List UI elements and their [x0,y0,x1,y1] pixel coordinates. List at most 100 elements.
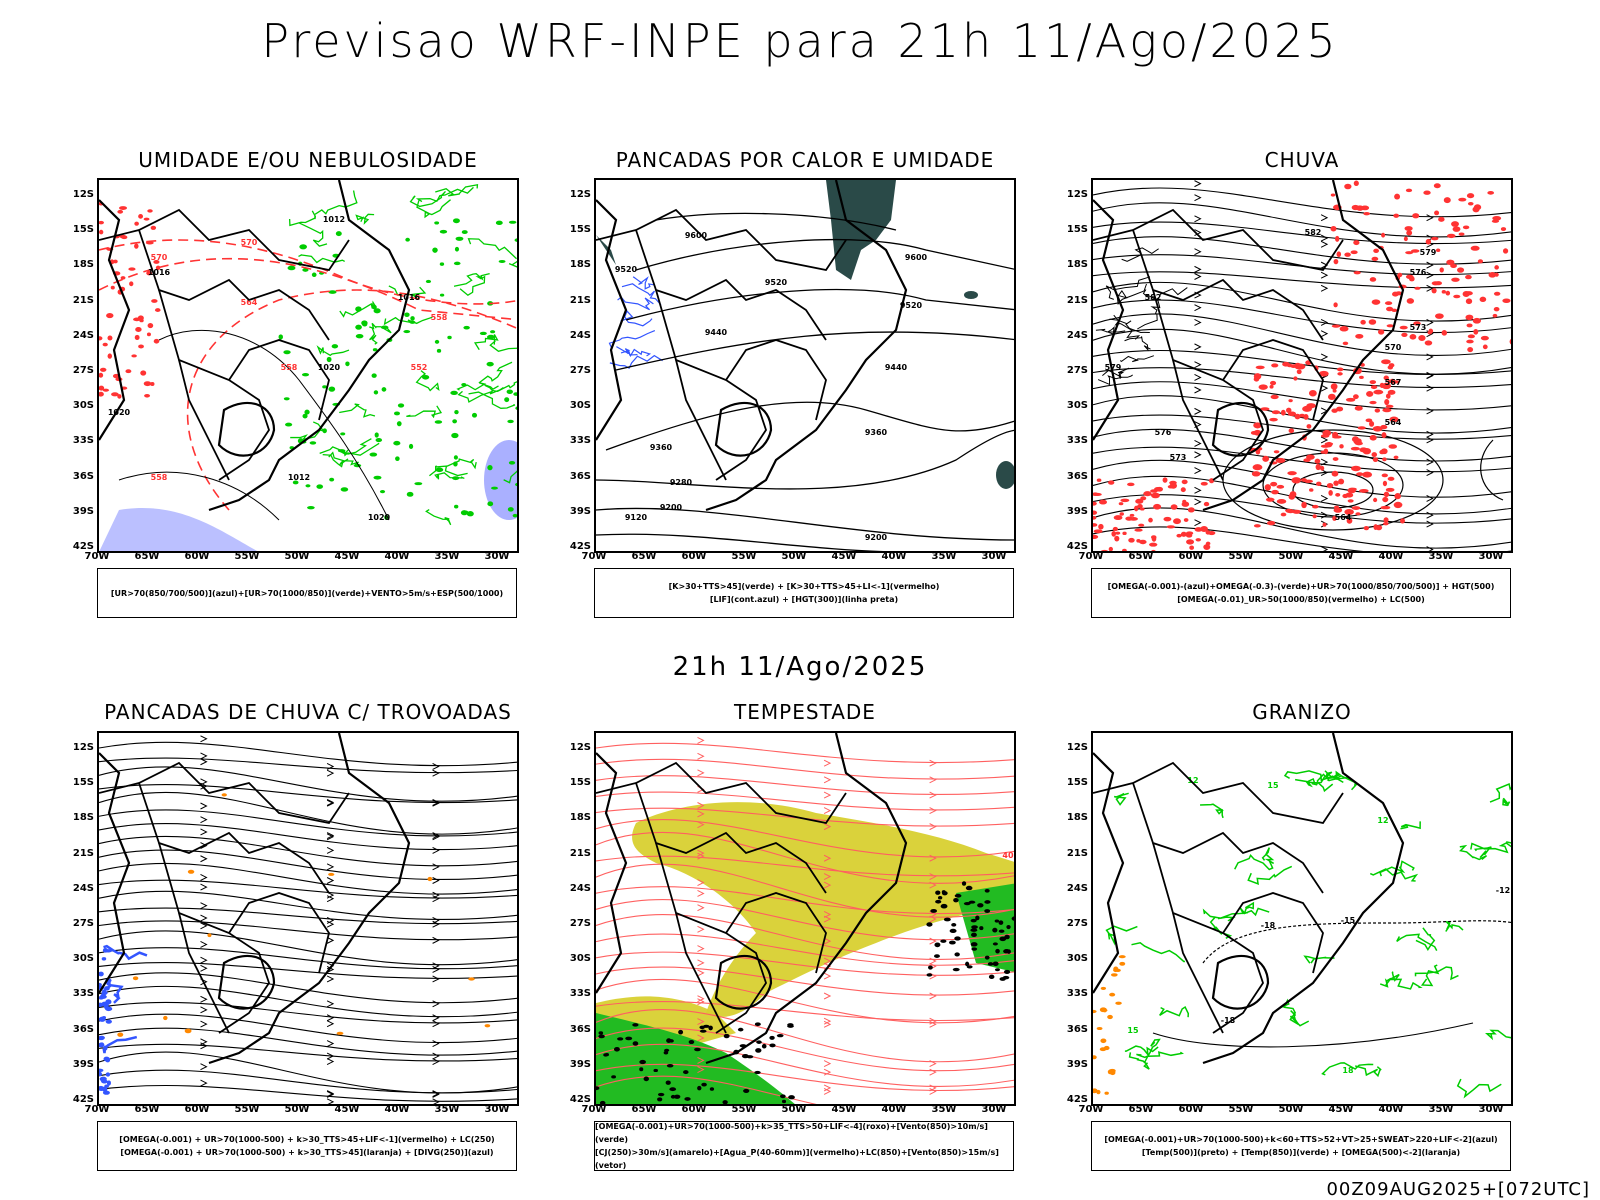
longitude-tick-label: 40W [881,1104,907,1115]
contour-label: 1012 [288,473,310,482]
longitude-tick-label: 30W [981,551,1007,562]
longitude-tick-label: 40W [384,551,410,562]
map-canvas [99,733,517,1104]
legend-line: [UR>70(850/700/500)](azul)+[UR>70(1000/8… [110,588,504,598]
latitude-tick-label: 27S [569,918,591,929]
longitude-tick-label: 30W [484,551,510,562]
latitude-tick-label: 15S [1066,224,1088,236]
contour-label: 567 [1385,378,1402,387]
longitude-tick-label: 40W [881,551,907,562]
contour-label: -15 [1341,916,1356,925]
latitude-tick-label: 27S [1066,918,1088,929]
longitude-tick-label: 65W [134,1104,160,1115]
contour-label: 564 [1385,418,1402,427]
longitude-tick-label: 50W [284,1104,310,1115]
panel-title: CHUVA [1264,148,1340,172]
contour-label: 15 [1127,1026,1139,1035]
latitude-tick-label: 39S [72,1058,94,1070]
contour-label: 9520 [765,278,788,287]
map-canvas: 582 579 576 573 582 579 576 573 570 567 564 564 [1093,180,1511,551]
contour-label: 9120 [625,513,648,522]
longitude-tick-label: 65W [134,551,160,562]
legend-line: [LIF](cont.azul) + [HGT(300)](linha pret… [709,595,899,604]
longitude-tick-label: 60W [681,551,707,562]
latitude-tick-label: 21S [1066,847,1088,859]
panel-legend: [K>30+TTS>45](verde) + [K>30+TTS>45+LI<-… [594,568,1014,618]
latitude-tick-label: 30S [569,953,591,965]
latitude-tick-label: 15S [569,777,591,789]
contour-label: -18 [1261,921,1276,930]
latitude-tick-label: 33S [569,435,591,447]
longitude-tick-label: 45W [334,551,360,562]
contour-label: 9360 [865,428,888,437]
map-canvas: 12 15 12 -12 -18 -15 -18 18 15 [1093,733,1511,1099]
latitude-tick-label: 42S [569,1094,591,1105]
contour-label: 9200 [865,533,888,542]
longitude-tick-label: 50W [284,551,310,562]
contour-label: -12 [1496,886,1510,895]
latitude-tick-label: 15S [72,224,94,236]
latitude-tick-label: 27S [72,365,94,376]
longitude-tick-label: 70W [581,551,607,562]
legend-line: [OMEGA(-0.001) + UR>70(1000-500) + k>30_… [120,1148,494,1157]
contour-label: 9440 [885,363,908,372]
legend-line: [CJ(250)>30m/s](amarelo)+[Agua_P(40-60mm… [595,1148,999,1170]
longitude-tick-label: 50W [1278,551,1304,562]
panel-legend: [OMEGA(-0.001)+UR>70(1000-500)+k<60+TTS>… [1091,1121,1511,1171]
contour-label: -18 [1221,1016,1236,1025]
contour-label: 9600 [905,253,928,262]
legend-line: [OMEGA(-0.001) + UR>70(1000-500) + k>30_… [119,1135,495,1144]
latitude-tick-label: 27S [1066,365,1088,376]
middle-title: 21h 11/Ago/2025 [672,652,928,682]
latitude-tick-label: 42S [72,541,94,552]
contour-label: 576 [1155,428,1172,437]
latitude-tick-label: 42S [569,541,591,552]
panel-legend: [OMEGA(-0.001)+UR>70(1000-500)+k>35_TTS>… [594,1121,1014,1171]
panel-title: TEMPESTADE [734,700,876,724]
contour-label: 9200 [660,503,683,512]
contour-label: 564 [1335,513,1352,522]
longitude-tick-label: 30W [981,1104,1007,1115]
latitude-tick-label: 39S [1066,1058,1088,1070]
longitude-tick-label: 65W [631,551,657,562]
panel-legend: [UR>70(850/700/500)](azul)+[UR>70(1000/8… [97,568,517,618]
panel-title: GRANIZO [1252,700,1352,724]
map-canvas: 9600 9520 9440 9520 9600 9520 9440 9360 9360 9280… [596,180,1014,551]
longitude-tick-label: 50W [1278,1104,1304,1115]
latitude-tick-label: 12S [72,189,94,200]
latitude-tick-label: 24S [72,882,94,894]
contour-label: 564 [241,298,258,307]
longitude-tick-label: 55W [1228,551,1254,562]
latitude-tick-label: 42S [72,1094,94,1105]
longitude-tick-label: 70W [84,551,110,562]
contour-label: 558 [431,313,448,322]
contour-label: 1020 [318,363,341,372]
latitude-tick-label: 12S [1066,742,1088,753]
main-title: Previsao WRF-INPE para 21h 11/Ago/2025 [261,14,1339,68]
latitude-tick-label: 39S [1066,505,1088,517]
longitude-tick-label: 60W [184,551,210,562]
latitude-tick-label: 18S [72,259,94,271]
wind-850-area [956,883,1014,973]
panel-title: UMIDADE E/OU NEBULOSIDADE [138,148,478,172]
contour-label: 9600 [685,231,708,240]
contour-label: 12 [1377,816,1388,825]
latitude-tick-label: 21S [1066,294,1088,306]
longitude-tick-label: 70W [1078,551,1104,562]
map-panel-1: 1012 1016 1020 1020 1012 1020 1016 570 570 564 558… [97,178,519,553]
contour-label: 9360 [650,443,673,452]
longitude-tick-label: 55W [731,551,757,562]
latitude-tick-label: 12S [569,742,591,753]
legend-line: [Temp(500)](preto) + [Temp(850)](verde) … [1141,1148,1461,1157]
latitude-tick-label: 21S [569,294,591,306]
contour-label: 582 [1305,228,1322,237]
legend-line: [OMEGA(-0.01)_UR>50(1000/850)(vermelho) … [1177,595,1425,604]
longitude-tick-label: 35W [1428,551,1454,562]
longitude-tick-label: 35W [931,551,957,562]
latitude-tick-label: 21S [72,294,94,306]
contour-label: 570 [151,253,168,262]
contour-label: 576 [1410,268,1427,277]
contour-label: 15 [1267,781,1279,790]
latitude-tick-label: 33S [569,988,591,1000]
jet-stream-area [632,802,1014,1017]
